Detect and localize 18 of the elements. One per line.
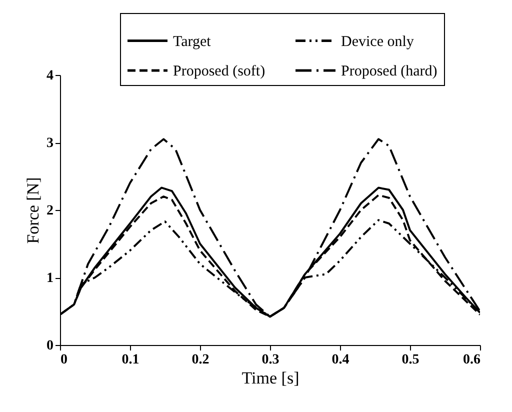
x-tick-label: 0.6 [463,352,480,368]
x-tick-label: 0.1 [122,352,140,368]
legend-label: Device only [341,34,414,50]
legend-label: Target [173,34,212,50]
x-tick-label: 0.2 [192,352,210,368]
y-axis-title: Force [N] [24,177,42,244]
y-tick-label: 0 [46,338,54,354]
legend-label: Proposed (soft) [173,64,266,80]
y-tick-label: 3 [46,136,54,151]
x-axis-title: Time [s] [242,368,300,388]
x-tick-label: 0.4 [332,352,350,368]
x-tick-label: 0.5 [402,352,420,368]
legend-label: Proposed (hard) [341,64,438,80]
y-tick-label: 4 [46,68,54,84]
x-tick-label: 0.3 [262,352,280,368]
x-tick-label: 0 [60,352,68,368]
y-tick-label: 1 [46,271,54,286]
y-tick-label: 2 [46,204,54,218]
